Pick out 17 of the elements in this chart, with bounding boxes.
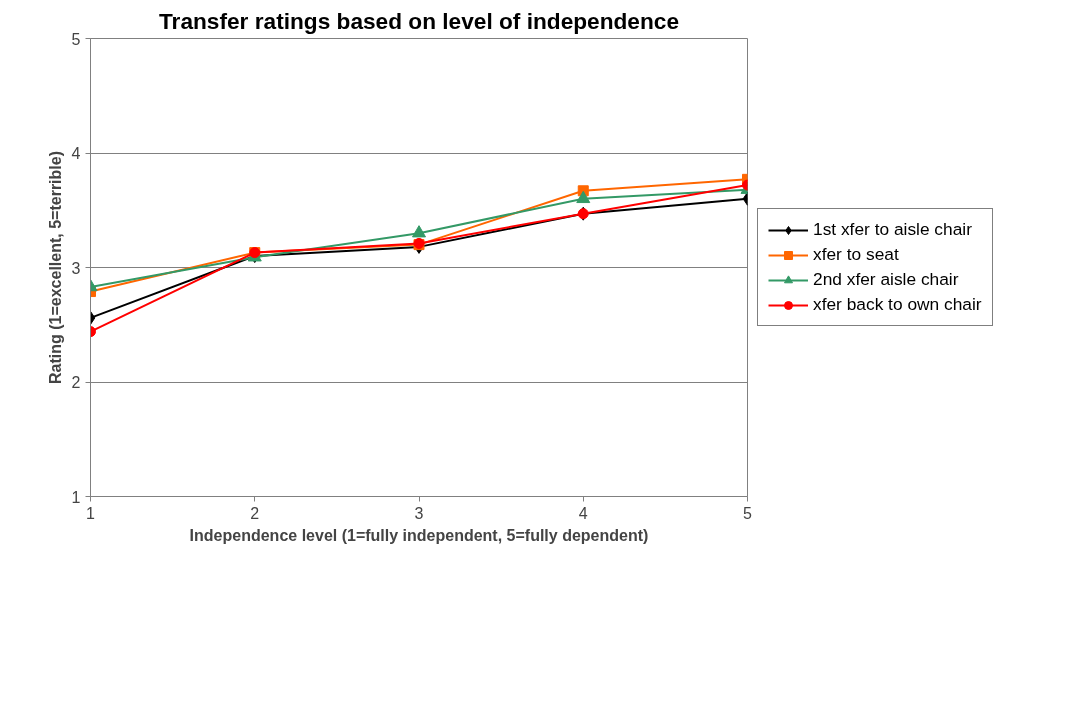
y-tick-label: 4 bbox=[71, 145, 81, 162]
x-tick-label: 4 bbox=[578, 504, 588, 522]
x-tick-label: 1 bbox=[86, 504, 96, 522]
legend-label: 2nd xfer aisle chair bbox=[813, 269, 959, 290]
y-tick-label: 2 bbox=[71, 374, 81, 391]
y-tick-label: 5 bbox=[71, 30, 81, 48]
chart-title: Transfer ratings based on level of independence bbox=[159, 7, 679, 34]
legend-label: xfer to seat bbox=[813, 244, 899, 265]
legend-label: 1st xfer to aisle chair bbox=[813, 219, 972, 240]
y-axis-title: Rating (1=excellent, 5=terrible) bbox=[46, 151, 64, 384]
x-tick-label: 5 bbox=[743, 504, 753, 522]
x-axis-title: Independence level (1=fully independent, 5=fully dependent) bbox=[189, 526, 649, 544]
x-tick-label: 2 bbox=[250, 504, 260, 522]
y-tick-label: 1 bbox=[71, 488, 81, 506]
x-tick-label: 3 bbox=[414, 504, 424, 522]
y-tick-label: 3 bbox=[71, 259, 81, 277]
legend-label: xfer back to own chair bbox=[813, 294, 982, 315]
